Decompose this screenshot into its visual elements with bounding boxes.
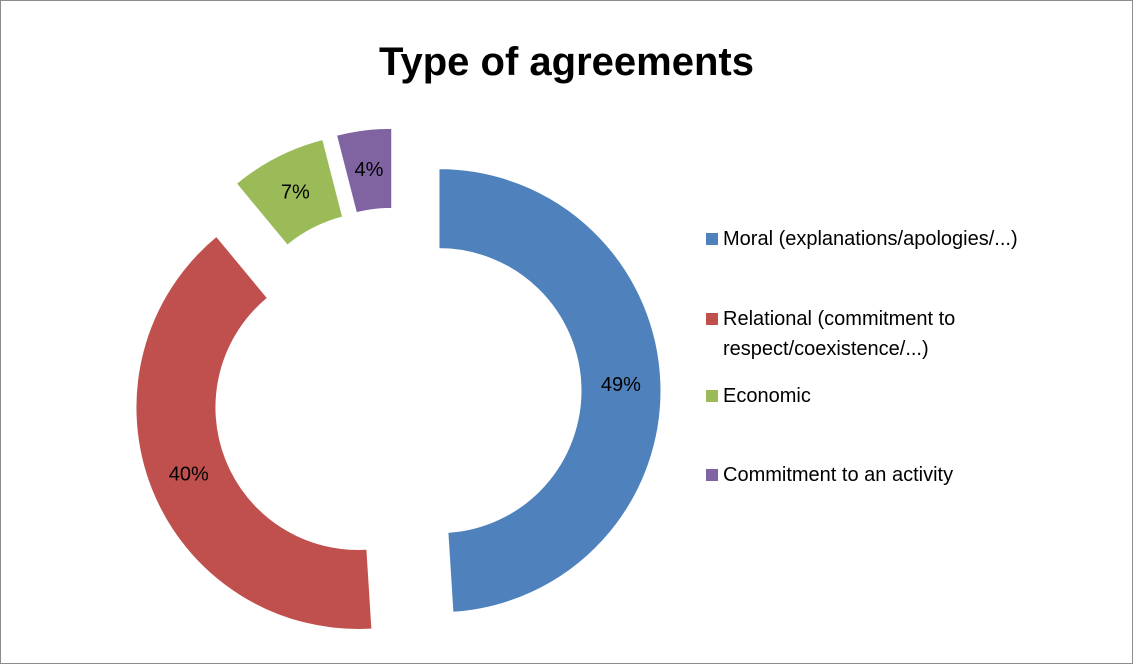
legend-label-moral: Moral (explanations/apologies/...) bbox=[723, 228, 1018, 250]
donut-slices bbox=[135, 127, 662, 630]
slice-moral bbox=[438, 168, 662, 613]
legend-swatch-relational bbox=[706, 313, 718, 325]
data-label-relational: 40% bbox=[169, 463, 209, 485]
donut-data-labels: 49% 40% 7% 4% bbox=[169, 159, 641, 486]
data-label-moral: 49% bbox=[601, 374, 641, 396]
legend-label-relational: Relational (commitment to respect/coexis… bbox=[723, 308, 956, 360]
data-label-commitment: 4% bbox=[354, 159, 383, 181]
legend-label-economic: Economic bbox=[723, 385, 811, 407]
legend-label-commitment: Commitment to an activity bbox=[723, 464, 954, 486]
legend-item-commitment: Commitment to an activity bbox=[706, 460, 1023, 490]
slice-economic bbox=[235, 138, 344, 246]
legend-item-moral: Moral (explanations/apologies/...) bbox=[706, 224, 1023, 254]
legend-item-economic: Economic bbox=[706, 381, 1023, 411]
legend-swatch-moral bbox=[706, 233, 718, 245]
slice-commitment bbox=[335, 127, 393, 214]
chart-title: Type of agreements bbox=[379, 40, 754, 84]
legend-swatch-commitment bbox=[706, 469, 718, 481]
legend-item-relational: Relational (commitment to respect/coexis… bbox=[706, 304, 1023, 364]
data-label-economic: 7% bbox=[281, 181, 310, 203]
slice-relational bbox=[135, 235, 373, 630]
legend-swatch-economic bbox=[706, 390, 718, 402]
